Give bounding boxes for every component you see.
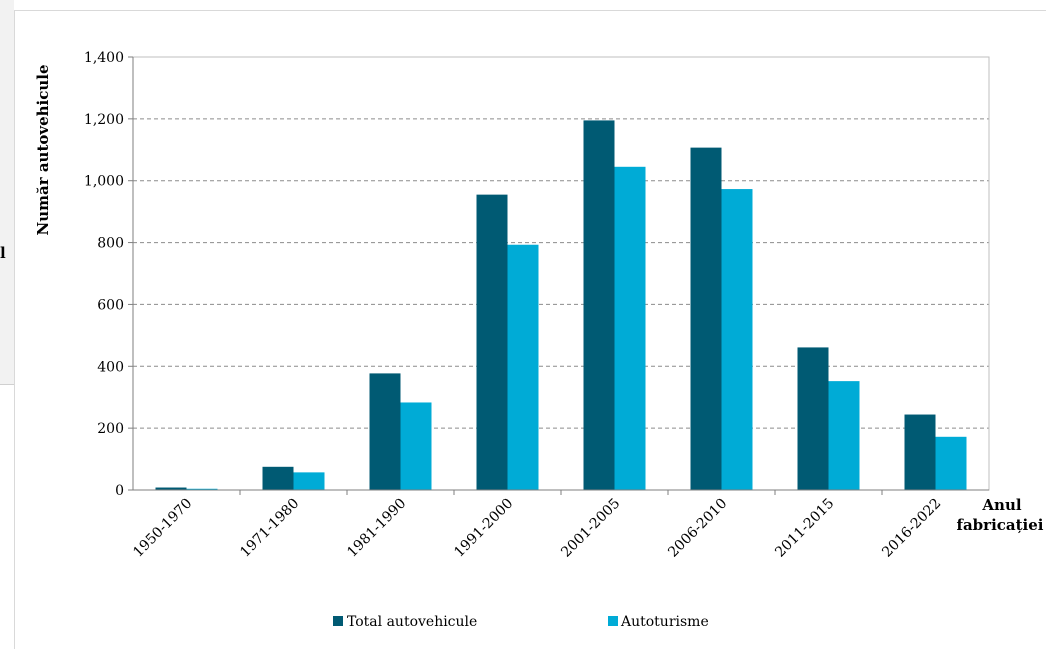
chart-frame [14, 10, 1046, 649]
y-tick-labels: 0 200 400 600 800 1,000 1,200 1,400 [84, 50, 133, 499]
y-axis-title: Număr autovehicule [34, 64, 52, 235]
y-tick-label: 0 [115, 483, 124, 499]
y-tick-label: 1,400 [84, 50, 124, 66]
bar-autoturisme-2011-2015 [828, 381, 860, 490]
x-tick-labels: 1950-1970 1971-1980 1981-1990 1991-2000 2001… [130, 490, 944, 561]
x-axis-title-line-2: fabricației [957, 516, 1044, 534]
x-tick-label: 2006-2010 [665, 496, 730, 561]
bar-autoturisme-1950-1970 [186, 488, 218, 490]
y-tick-label: 200 [97, 421, 124, 437]
bar-autoturisme-2001-2005 [614, 166, 646, 490]
x-axis-title-line-1: Anul [981, 496, 1021, 514]
bar-total-autovehicule-2011-2015 [797, 347, 829, 490]
x-tick-label: 2016-2022 [879, 496, 944, 561]
bar-total-autovehicule-2001-2005 [583, 120, 615, 491]
x-tick-label: 2011-2015 [772, 496, 837, 561]
bar-total-autovehicule-2016-2022 [904, 414, 936, 490]
left-panel: l [0, 0, 14, 385]
x-tick-label: 2001-2005 [558, 496, 623, 561]
bar-total-autovehicule-2006-2010 [690, 147, 722, 490]
left-panel-letter: l [0, 244, 6, 262]
plot-area-border [132, 56, 990, 491]
bar-total-autovehicule-1971-1980 [262, 466, 294, 490]
legend-swatch-autoturisme [608, 616, 618, 626]
legend-label-autoturisme: Autoturisme [620, 614, 709, 630]
y-tick-label: 1,000 [84, 174, 124, 190]
bar-autoturisme-1991-2000 [507, 244, 539, 490]
x-tick-label: 1991-2000 [451, 496, 516, 561]
legend: Total autovehicule Autoturisme [333, 614, 709, 630]
legend-swatch-total-autovehicule [333, 616, 343, 626]
bar-total-autovehicule-1981-1990 [369, 373, 401, 490]
bar-autoturisme-1971-1980 [293, 472, 325, 490]
y-tick-label: 1,200 [84, 112, 124, 128]
y-tick-label: 400 [97, 359, 124, 375]
y-tick-label: 800 [97, 236, 124, 252]
bar-autoturisme-2016-2022 [935, 436, 967, 490]
bar-total-autovehicule-1991-2000 [476, 194, 508, 490]
x-tick-label: 1971-1980 [237, 496, 302, 561]
bar-autoturisme-2006-2010 [721, 189, 753, 490]
grid-lines [133, 56, 989, 429]
x-tick-label: 1950-1970 [130, 496, 195, 561]
bar-autoturisme-1981-1990 [400, 402, 432, 490]
y-tick-label: 600 [97, 297, 124, 313]
bars [155, 120, 967, 491]
legend-label-total-autovehicule: Total autovehicule [347, 614, 477, 630]
bar-total-autovehicule-1950-1970 [155, 487, 187, 490]
x-tick-label: 1981-1990 [344, 496, 409, 561]
